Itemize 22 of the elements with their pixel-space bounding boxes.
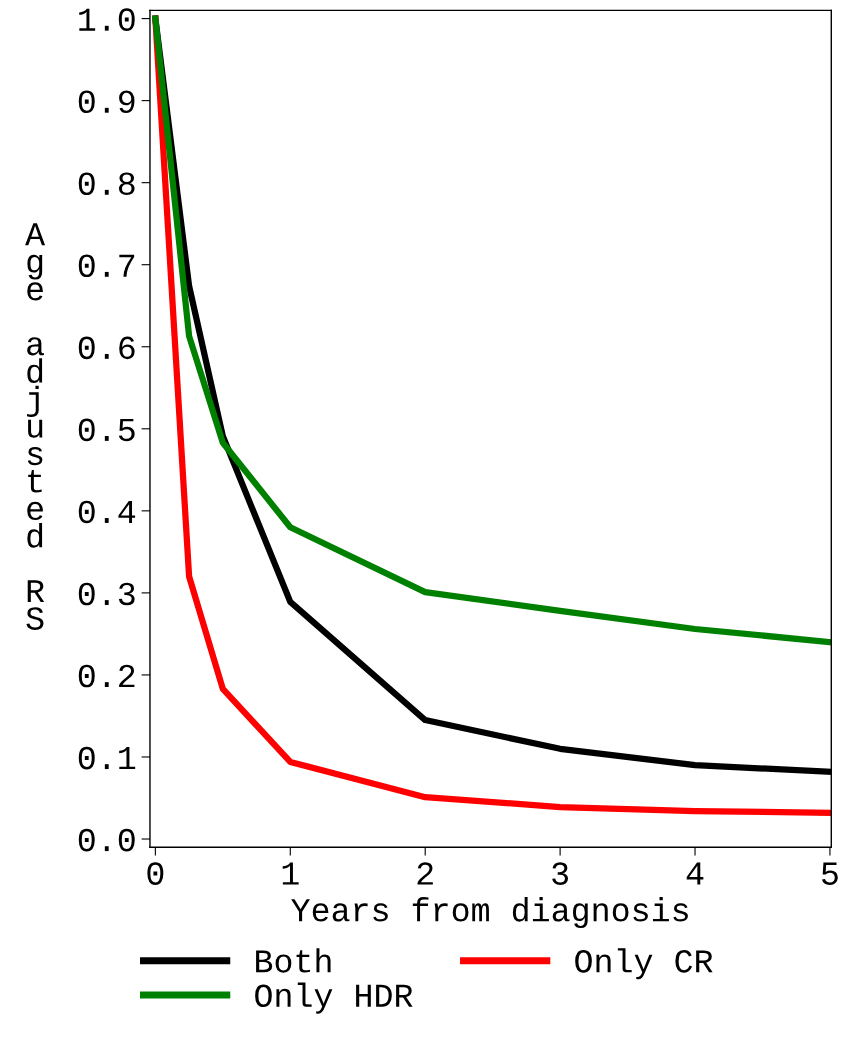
legend-label: Only CR: [575, 948, 713, 980]
y-tick-label: 1.0: [79, 8, 135, 31]
x-axis-title: Years from diagnosis: [291, 897, 688, 929]
x-tick-label: 3: [552, 862, 568, 885]
y-tick-label: 0.5: [78, 418, 135, 442]
y-tick-label: 0.4: [78, 500, 136, 524]
x-tick-label: 1: [282, 862, 299, 885]
y-tick-label: 0.0: [78, 828, 135, 852]
y-tick-label: 0.2: [78, 664, 135, 688]
x-tick-label: 4: [686, 862, 704, 885]
text: Age adjusted RS: [25, 223, 46, 630]
x-tick-label: 0: [147, 862, 164, 885]
legend-label: Both: [256, 948, 331, 973]
y-tick-label: 0.3: [78, 582, 135, 606]
y-tick-label: 0.7: [78, 254, 135, 278]
x-tick-label: 2: [417, 862, 433, 885]
y-tick-label: 0.9: [78, 90, 135, 114]
legend-label: Only HDR: [255, 982, 413, 1014]
y-tick-label: 0.8: [78, 172, 135, 196]
y-tick-label: 0.1: [78, 746, 136, 770]
y-tick-label: 0.6: [78, 336, 135, 360]
x-tick-label: 5: [822, 862, 838, 885]
